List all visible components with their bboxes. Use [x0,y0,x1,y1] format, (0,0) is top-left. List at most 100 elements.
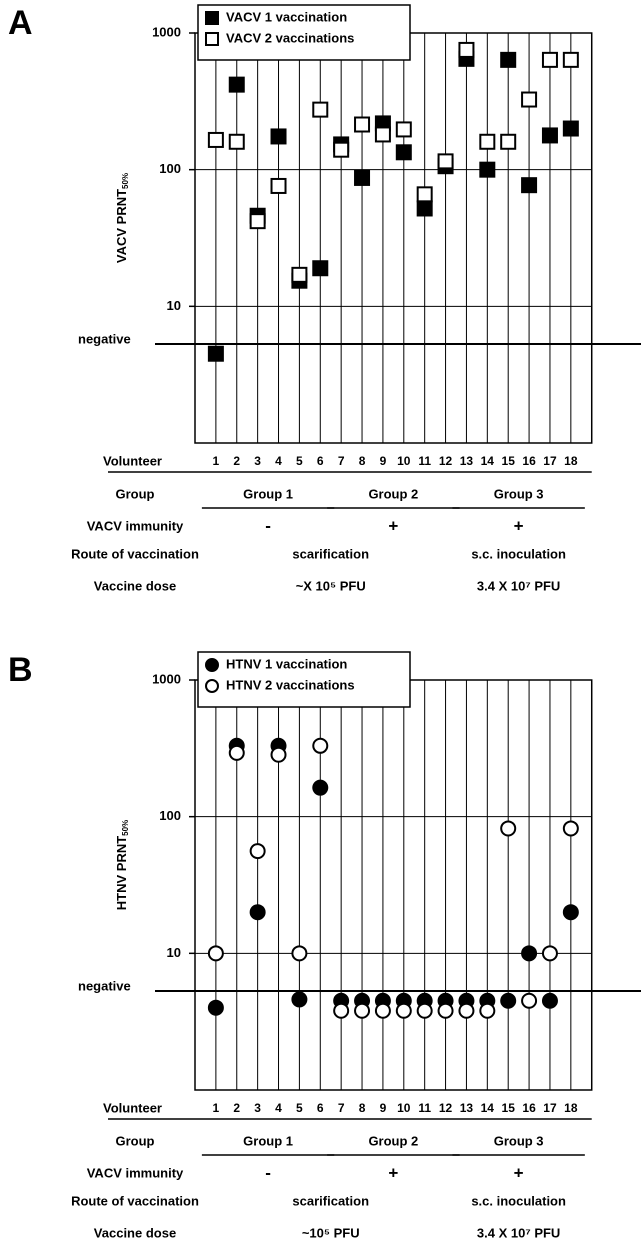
row-label: Group [116,486,155,501]
panel-label: B [8,651,33,689]
row-label: Vaccine dose [94,578,176,593]
data-point [562,904,579,921]
data-point [437,153,454,170]
data-point [207,345,224,362]
data-point [562,120,579,137]
data-point [354,116,371,133]
x-tick-label: 11 [418,1101,431,1115]
x-tick-label: 5 [296,1101,303,1115]
data-point [228,744,245,761]
data-point [541,992,558,1009]
x-tick-label: 2 [233,454,240,468]
x-tick-label: 9 [380,1101,387,1115]
x-tick-label: 8 [359,1101,366,1115]
y-tick-label: 1000 [152,24,181,39]
row-cell: + [388,1163,398,1182]
data-point [521,945,538,962]
x-tick-label: 5 [296,454,303,468]
x-tick-label: 15 [502,1101,516,1115]
y-tick-label: 10 [167,945,181,960]
x-tick-label: 7 [338,454,345,468]
data-point [500,51,517,68]
data-point [541,51,558,68]
data-point [500,820,517,837]
x-tick-label: 15 [502,454,516,468]
row-cell: Group 3 [494,486,544,501]
row-cell: ~10⁵ PFU [302,1225,360,1240]
data-point [333,141,350,158]
negative-label: negative [78,331,131,346]
row-label: Route of vaccination [71,546,199,561]
row-cell: + [388,516,398,535]
data-point [249,904,266,921]
data-point [395,1002,412,1019]
x-tick-label: 2 [233,1101,240,1115]
data-point [500,992,517,1009]
row-cell: scarification [292,1193,369,1208]
legend-label: HTNV 1 vaccination [226,656,347,671]
data-point [479,133,496,150]
x-tick-label: 12 [439,454,453,468]
x-tick-label: 1 [213,1101,220,1115]
data-point [291,945,308,962]
y-axis-label-main: VACV PRNT [114,189,129,263]
data-point [416,1002,433,1019]
row-cell: - [265,516,271,535]
legend-label: HTNV 2 vaccinations [226,677,355,692]
y-axis-label-sub: 50% [121,173,130,189]
data-point [312,779,329,796]
data-point [458,1002,475,1019]
row-label: VACV immunity [87,1165,184,1180]
data-point [270,177,287,194]
x-tick-label: 17 [543,454,557,468]
data-point [395,121,412,138]
data-point [500,133,517,150]
legend-box [197,4,411,61]
data-point [291,991,308,1008]
x-tick-label: 11 [418,454,431,468]
legend-label: VACV 1 vaccination [226,9,347,24]
x-tick-label: 6 [317,1101,324,1115]
row-cell: 3.4 X 10⁷ PFU [477,578,560,593]
data-point [354,169,371,186]
data-point [291,266,308,283]
y-tick-label: 1000 [152,671,181,686]
data-point [270,128,287,145]
negative-label: negative [78,978,131,993]
data-point [312,737,329,754]
data-point [562,820,579,837]
data-point [458,41,475,58]
row-cell: Group 2 [368,1133,418,1148]
plot-frame [194,679,593,1091]
row-cell: Group 1 [243,486,293,501]
data-point [374,126,391,143]
x-tick-label: 3 [254,454,261,468]
y-tick-label: 100 [159,808,181,823]
row-label: Vaccine dose [94,1225,176,1240]
row-cell: Group 3 [494,1133,544,1148]
legend-box [197,651,411,708]
legend-marker [205,11,219,25]
y-tick-label: 10 [167,298,181,313]
data-point [333,1002,350,1019]
data-point [416,186,433,203]
legend-label: VACV 2 vaccinations [226,30,354,45]
data-point [207,999,224,1016]
row-label: VACV immunity [87,518,184,533]
data-point [228,133,245,150]
legend-marker [205,658,219,672]
data-point [395,144,412,161]
data-point [521,992,538,1009]
row-cell: Group 1 [243,1133,293,1148]
data-point [312,260,329,277]
data-point [521,177,538,194]
x-tick-label: 10 [397,1101,411,1115]
row-cell: + [514,516,524,535]
data-point [562,51,579,68]
y-axis-label: VACV PRNT50% [114,173,130,263]
data-point [521,91,538,108]
data-point [249,213,266,230]
data-point [416,200,433,217]
data-point [437,1002,454,1019]
